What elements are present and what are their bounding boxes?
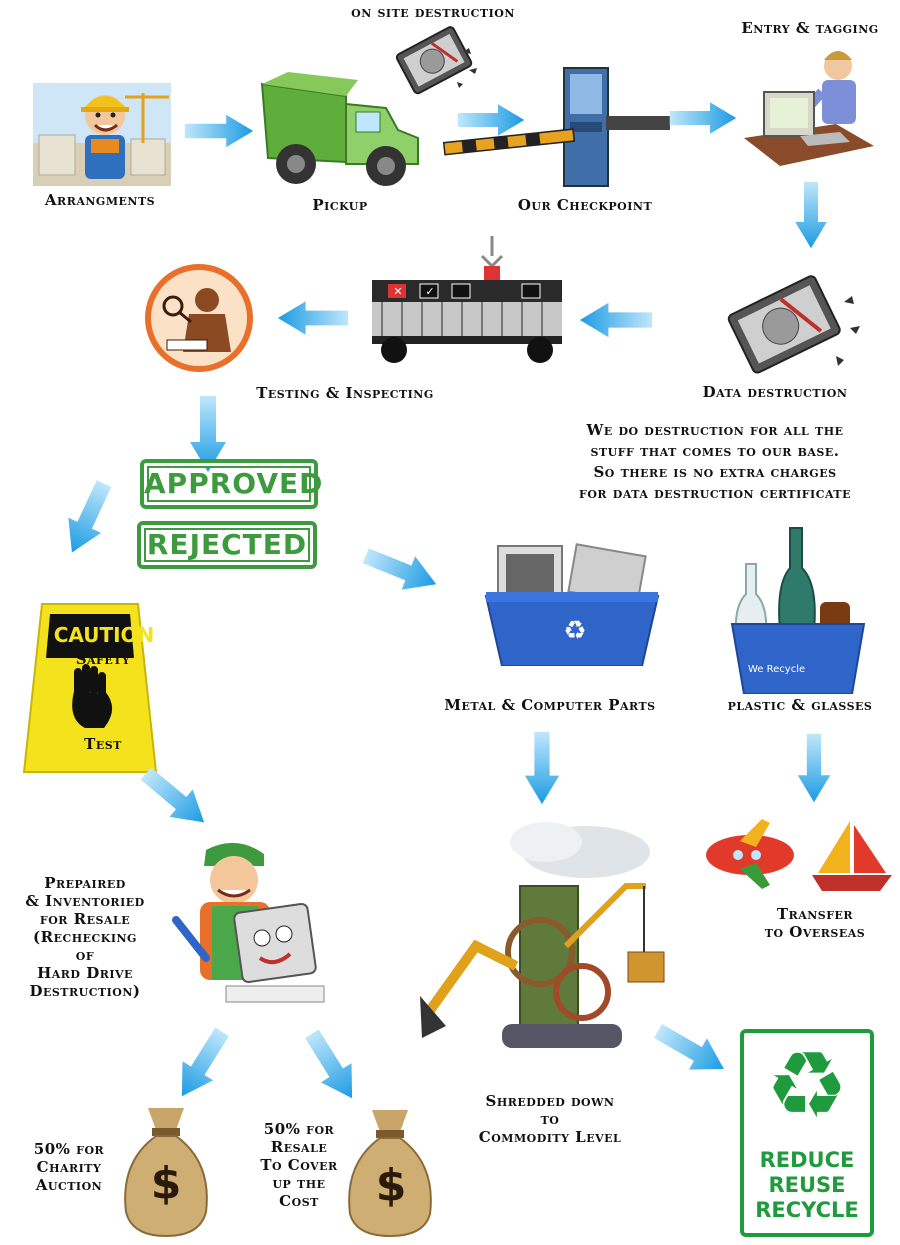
arrow-approved-to-caution <box>53 473 123 562</box>
recycle-text: RECYCLE <box>755 1198 859 1222</box>
caution-sign-image <box>22 596 158 774</box>
data-destruction-label: Data destruction <box>702 383 848 401</box>
pickup-label: Pickup <box>312 196 368 214</box>
destruction-note: We do destruction for all the stuff that… <box>579 421 851 502</box>
reduce-reuse-recycle-sign <box>740 1029 874 1237</box>
rejected-stamp: REJECTED <box>137 521 317 569</box>
arrow-data-destruction-to-conveyor <box>578 300 654 340</box>
shredder-factory-image <box>416 816 670 1056</box>
arrow-technician-to-charity <box>164 1019 240 1108</box>
approved-stamp: APPROVED <box>140 459 322 509</box>
inspector-image <box>143 262 255 374</box>
check-icon: ✓ <box>425 285 435 298</box>
construction-worker-image <box>33 83 171 186</box>
arrow-rejected-to-bins <box>355 536 446 604</box>
arrow-plastic-to-transfer <box>794 732 834 804</box>
arrow-technician-to-resale <box>294 1021 370 1110</box>
we-recycle-text: We Recycle <box>748 664 806 675</box>
charity-auction-label: 50% for Charity Auction <box>33 1140 105 1194</box>
arrow-metal-to-shredder <box>522 730 562 806</box>
recycle-icon: ♻ <box>563 616 587 646</box>
reuse-text: REUSE <box>768 1173 846 1197</box>
charity-money-bag-image <box>118 1102 214 1238</box>
resale-cover-cost-label: 50% for Resale To Cover up the Cost <box>260 1120 338 1210</box>
shredded-hard-drive-image <box>716 272 866 378</box>
checkpoint-label: Our Checkpoint <box>517 196 653 214</box>
arrow-shredder-to-recycle <box>645 1012 736 1088</box>
technician-computer-image <box>156 840 326 1006</box>
shredded-label: Shredded down to Commodity Level <box>478 1092 622 1146</box>
arrangments-label: Arrangments <box>44 191 156 209</box>
safety-text: Safety <box>75 650 131 668</box>
arrow-checkpoint-to-entry <box>668 100 738 136</box>
arrow-conveyor-to-inspector <box>276 298 350 338</box>
plane-boat-image <box>700 815 896 895</box>
computer-operator-image <box>740 42 876 166</box>
arrow-entry-to-data-destruction <box>792 180 830 250</box>
glass-recycle-bin-image <box>728 524 868 695</box>
checkpoint-barrier-image <box>442 64 674 192</box>
dollar-icon-left: $ <box>150 1158 182 1209</box>
metal-recycle-bin-image <box>482 542 662 667</box>
cross-icon: ✕ <box>393 285 403 298</box>
plastic-glasses-label: plastic & glasses <box>727 696 873 714</box>
recycle-symbol-icon: ♻ <box>765 1032 849 1139</box>
transfer-overseas-label: Transfer to Overseas <box>764 905 866 941</box>
shredded-hard-drive-top-image <box>385 22 485 100</box>
inspection-conveyor-image <box>372 236 562 364</box>
reduce-text: REDUCE <box>759 1148 855 1172</box>
prepaired-label: Prepaired & Inventoried for Resale (Rech… <box>25 874 145 1000</box>
arrow-arrangments-to-pickup <box>183 112 255 150</box>
resale-money-bag-image <box>344 1104 438 1238</box>
garbage-truck-image <box>258 66 424 188</box>
entry-tagging-label: Entry & tagging <box>741 19 879 37</box>
dollar-icon-right: $ <box>375 1160 407 1211</box>
metal-computer-parts-label: Metal & Computer Parts <box>444 696 656 714</box>
on-site-destruction-label: on site destruction <box>351 3 515 21</box>
testing-inspecting-label: Testing & Inspecting <box>256 384 434 402</box>
test-text: Test <box>84 735 122 753</box>
caution-text: CAUTION <box>53 623 155 647</box>
